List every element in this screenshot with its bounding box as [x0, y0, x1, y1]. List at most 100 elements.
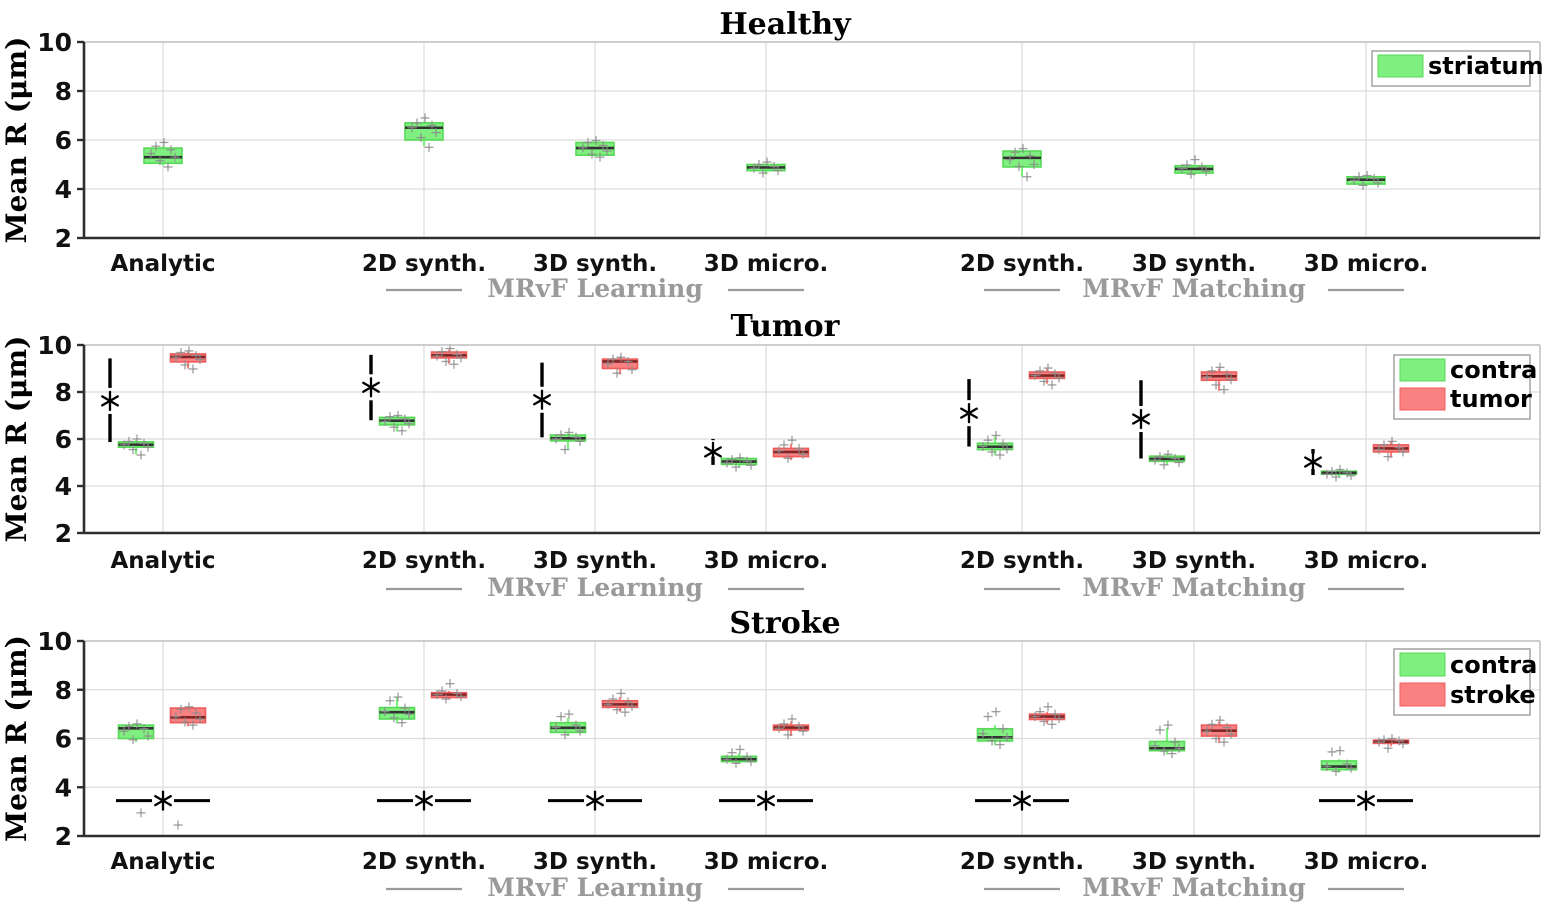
significance-asterisk: [101, 395, 119, 407]
x-tick-label: 3D synth.: [1132, 849, 1256, 875]
box-contra-4: [976, 707, 1014, 750]
box-contra-1: [378, 411, 416, 436]
significance-asterisk: [362, 381, 380, 393]
box-striatum-0: [143, 137, 183, 172]
y-tick-label: 8: [55, 77, 72, 106]
y-axis-label: Mean R (μm): [0, 635, 33, 842]
x-tick-label: 3D micro.: [704, 251, 828, 277]
significance-layer: [116, 790, 1413, 811]
box-contra-0: [117, 719, 155, 818]
box-stroke-5: [1200, 715, 1238, 747]
box-tumor-6: [1372, 436, 1410, 462]
box-contra-1: [378, 692, 416, 728]
significance-asterisk: [154, 795, 172, 807]
significance-asterisk: [1013, 795, 1031, 807]
significance-asterisk: [533, 394, 551, 406]
legend-label-striatum: striatum: [1428, 52, 1544, 80]
box-contra-6: [1320, 465, 1358, 482]
x-tick-label: 3D synth.: [533, 849, 657, 875]
box-stroke-0: [169, 702, 207, 830]
y-tick-label: 4: [55, 773, 72, 802]
x-tick-label: 3D micro.: [1304, 548, 1428, 574]
box-tumor-3: [772, 435, 810, 463]
y-tick-label: 10: [37, 331, 72, 360]
legend-label-contra: contra: [1450, 651, 1537, 679]
y-tick-label: 4: [55, 472, 72, 501]
legend-label-tumor: tumor: [1450, 385, 1532, 413]
box-stroke-2: [601, 688, 639, 717]
significance-layer: [101, 354, 1322, 476]
box-stroke-4: [1028, 702, 1066, 729]
y-axis-label: Mean R (μm): [0, 37, 33, 244]
panel-title: Stroke: [729, 606, 840, 641]
box-contra-5: [1148, 449, 1186, 470]
y-axis-label: Mean R (μm): [0, 336, 33, 543]
box-body: [601, 358, 639, 370]
box-contra-4: [976, 430, 1014, 460]
significance-asterisk: [1304, 456, 1322, 468]
box-contra-0: [117, 434, 155, 460]
box-striatum-5: [1174, 155, 1214, 179]
box-contra-6: [1320, 746, 1358, 776]
legend-label-contra: contra: [1450, 356, 1537, 384]
significance-asterisk: [704, 446, 722, 458]
x-tick-label: 2D synth.: [362, 548, 486, 574]
legend-swatch-contra: [1399, 652, 1446, 677]
significance-asterisk: [1132, 413, 1150, 425]
legend-swatch-stroke: [1399, 682, 1446, 707]
x-tick-label: 3D synth.: [533, 548, 657, 574]
box-striatum-2: [575, 135, 615, 162]
y-tick-label: 6: [55, 425, 72, 454]
group-label: MRvF Learning: [487, 274, 703, 303]
x-tick-label: 3D micro.: [704, 548, 828, 574]
panel-title: Healthy: [719, 7, 852, 42]
x-tick-label: 2D synth.: [960, 548, 1084, 574]
y-tick-label: 2: [55, 224, 72, 253]
box-contra-3: [720, 744, 758, 768]
x-tick-label: 3D micro.: [704, 849, 828, 875]
box-tumor-2: [601, 352, 639, 378]
y-tick-label: 10: [37, 28, 72, 57]
box-tumor-1: [430, 344, 468, 369]
x-tick-label: 2D synth.: [960, 849, 1084, 875]
significance-asterisk: [757, 795, 775, 807]
legend-swatch-tumor: [1399, 387, 1446, 411]
group-label: MRvF Matching: [1082, 873, 1305, 902]
x-tick-label: 3D synth.: [533, 251, 657, 277]
y-tick-label: 2: [55, 822, 72, 851]
legend-label-stroke: stroke: [1450, 681, 1536, 709]
y-tick-label: 8: [55, 378, 72, 407]
box-striatum-4: [1002, 144, 1042, 182]
box-tumor-5: [1200, 362, 1238, 395]
box-stroke-3: [772, 714, 810, 740]
y-tick-label: 4: [55, 175, 72, 204]
panel-title: Tumor: [731, 309, 841, 344]
box-stroke-1: [430, 679, 468, 704]
box-contra-3: [720, 453, 758, 472]
significance-asterisk: [960, 407, 978, 419]
box-striatum-1: [404, 113, 444, 152]
significance-asterisk: [1357, 795, 1375, 807]
significance-asterisk: [586, 795, 604, 807]
legend: striatum: [1371, 50, 1544, 87]
y-tick-label: 8: [55, 676, 72, 705]
x-tick-label: 3D synth.: [1132, 548, 1256, 574]
group-label: MRvF Learning: [487, 873, 703, 902]
significance-asterisk: [415, 795, 433, 807]
legend-swatch-striatum: [1377, 54, 1424, 78]
x-tick-label: 3D micro.: [1304, 251, 1428, 277]
box-stroke-6: [1372, 734, 1410, 753]
x-tick-label: 3D micro.: [1304, 849, 1428, 875]
x-tick-label: 2D synth.: [362, 251, 486, 277]
x-tick-label: Analytic: [110, 548, 215, 574]
box-striatum-6: [1346, 171, 1386, 190]
box-contra-5: [1148, 720, 1186, 759]
x-tick-label: Analytic: [110, 251, 215, 277]
